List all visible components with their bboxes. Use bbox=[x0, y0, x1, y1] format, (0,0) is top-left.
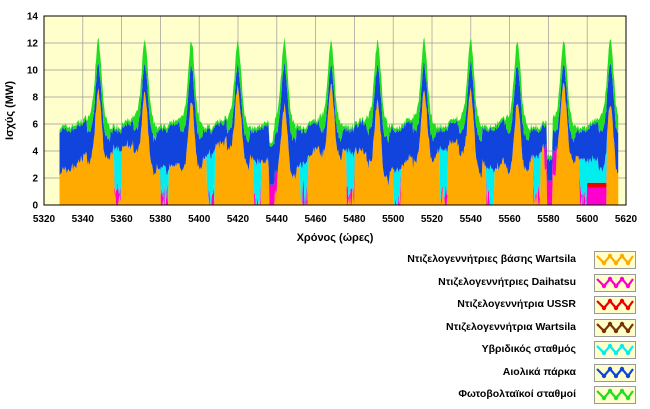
legend-label: Ντιζελογεννήτριες βάσης Wartsila bbox=[407, 253, 576, 265]
y-axis-label: Ισχύς (MW) bbox=[4, 81, 16, 140]
legend-label: Ντιζελογεννήτριες Daihatsu bbox=[438, 275, 576, 288]
legend-swatch-marker bbox=[607, 366, 613, 371]
area-series-5 bbox=[59, 60, 619, 187]
plot-frame bbox=[43, 15, 627, 206]
y-tick-label: 6 bbox=[32, 120, 38, 131]
legend-swatch-marker bbox=[613, 328, 619, 333]
legend-swatch-marker bbox=[625, 260, 631, 266]
x-tick-label: 5340 bbox=[72, 214, 95, 225]
legend-swatch-marker bbox=[625, 283, 631, 288]
legend-swatch-marker bbox=[613, 260, 619, 266]
x-tick-label: 5320 bbox=[33, 214, 56, 225]
legend-label: Υβριδικός σταθμός bbox=[481, 343, 576, 355]
x-tick-label: 5380 bbox=[149, 214, 172, 225]
y-tick-label: 14 bbox=[27, 12, 39, 23]
legend-swatch bbox=[594, 273, 636, 292]
stacked-areas bbox=[59, 37, 619, 205]
legend-swatch-marker bbox=[613, 350, 619, 356]
legend-swatch bbox=[594, 296, 636, 314]
y-tick-label: 4 bbox=[32, 147, 38, 158]
legend-swatch-marker bbox=[625, 395, 631, 401]
area-series-6 bbox=[59, 37, 619, 162]
legend-swatch bbox=[594, 318, 636, 337]
legend-label: Ντιζελογεννήτρια USSR bbox=[457, 298, 576, 310]
legend-swatch-marker bbox=[601, 395, 607, 401]
x-tick-label: 5440 bbox=[266, 214, 289, 225]
legend-swatch-marker bbox=[601, 260, 607, 266]
legend-swatch-marker bbox=[607, 321, 613, 326]
legend-item: Φωτοβολταϊκοί σταθμοί bbox=[380, 385, 642, 408]
area-series-4 bbox=[59, 83, 619, 205]
legend-swatch-marker bbox=[613, 395, 619, 401]
x-tick-label: 5580 bbox=[537, 214, 560, 225]
legend-swatch-marker bbox=[613, 373, 619, 378]
legend-swatch-marker bbox=[613, 283, 619, 288]
legend: Ντιζελογεννήτριες βάσης Wartsila Ντιζελογ… bbox=[380, 250, 642, 408]
legend-swatch-marker bbox=[601, 350, 607, 356]
legend-swatch bbox=[594, 363, 636, 382]
x-tick-label: 5400 bbox=[188, 214, 211, 225]
x-tick-label: 5520 bbox=[421, 214, 444, 225]
x-tick-label: 5460 bbox=[304, 214, 327, 225]
legend-label: Φωτοβολταϊκοί σταθμοί bbox=[458, 388, 576, 400]
legend-label: Αιολικά πάρκα bbox=[502, 365, 576, 378]
legend-swatch-marker bbox=[619, 253, 625, 259]
y-tick-label: 12 bbox=[27, 39, 39, 50]
x-tick-label: 5420 bbox=[227, 214, 250, 225]
x-tick-label: 5600 bbox=[576, 214, 599, 225]
y-tick-label: 8 bbox=[32, 93, 38, 104]
legend-item: Ντιζελογεννήτρια Wartsila bbox=[380, 318, 642, 341]
legend-swatch-marker bbox=[601, 328, 607, 333]
legend-swatch-marker bbox=[625, 373, 631, 378]
legend-label: Ντιζελογεννήτρια Wartsila bbox=[446, 320, 576, 333]
y-tick-label: 0 bbox=[32, 201, 38, 212]
legend-item: Υβριδικός σταθμός bbox=[380, 340, 642, 363]
legend-item: Ντιζελογεννήτριες Daihatsu bbox=[380, 273, 642, 296]
y-tick-label: 10 bbox=[27, 66, 39, 77]
legend-swatch-marker bbox=[619, 366, 625, 371]
legend-swatch-marker bbox=[613, 305, 619, 311]
legend-swatch-marker bbox=[607, 298, 613, 304]
x-tick-label: 5620 bbox=[615, 214, 638, 225]
x-ticks: 5320 5340 5360 5380 5400 5420 5440 5460 5480 5500… bbox=[33, 214, 638, 225]
legend-swatch-marker bbox=[607, 253, 613, 259]
x-tick-label: 5360 bbox=[110, 214, 133, 225]
x-tick-label: 5480 bbox=[343, 214, 366, 225]
legend-swatch-marker bbox=[619, 298, 625, 304]
legend-swatch-marker bbox=[601, 305, 607, 311]
legend-swatch-marker bbox=[619, 343, 625, 349]
legend-swatch bbox=[594, 386, 636, 404]
legend-swatch-marker bbox=[607, 276, 613, 281]
x-tick-label: 5560 bbox=[498, 214, 521, 225]
y-tick-label: 2 bbox=[32, 174, 38, 185]
legend-swatch-marker bbox=[625, 328, 631, 333]
legend-item: Αιολικά πάρκα bbox=[380, 363, 642, 386]
legend-swatch-marker bbox=[601, 283, 607, 288]
legend-item: Ντιζελογεννήτριες βάσης Wartsila bbox=[380, 250, 642, 273]
legend-swatch bbox=[594, 251, 636, 269]
legend-swatch-marker bbox=[619, 321, 625, 326]
x-tick-label: 5500 bbox=[382, 214, 405, 225]
area-series-0 bbox=[59, 83, 619, 205]
legend-swatch bbox=[594, 341, 636, 359]
legend-swatch-marker bbox=[607, 388, 613, 394]
legend-item: Ντιζελογεννήτρια USSR bbox=[380, 295, 642, 318]
y-ticks: 0 2 4 6 8 10 12 14 bbox=[27, 12, 39, 212]
legend-swatch-marker bbox=[601, 373, 607, 378]
legend-swatch-marker bbox=[619, 388, 625, 394]
legend-swatch-marker bbox=[625, 350, 631, 356]
x-axis-label: Χρόνος (ώρες) bbox=[297, 232, 374, 244]
legend-swatch-marker bbox=[625, 305, 631, 311]
legend-swatch-marker bbox=[607, 343, 613, 349]
legend-swatch-marker bbox=[619, 276, 625, 281]
x-tick-label: 5540 bbox=[460, 214, 483, 225]
